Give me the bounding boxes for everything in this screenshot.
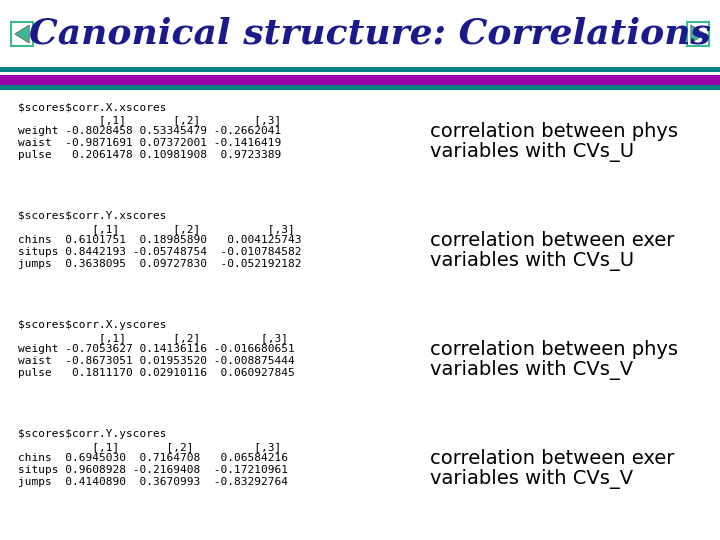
Bar bbox=[0, 85, 720, 90]
Text: [,1]       [,2]        [,3]: [,1] [,2] [,3] bbox=[18, 115, 282, 125]
Text: variables with CVs_V: variables with CVs_V bbox=[430, 360, 633, 380]
Text: variables with CVs_V: variables with CVs_V bbox=[430, 469, 633, 489]
Bar bbox=[0, 75, 720, 85]
Bar bbox=[0, 72, 720, 75]
Text: [,1]       [,2]         [,3]: [,1] [,2] [,3] bbox=[18, 333, 288, 343]
Text: Canonical structure: Correlations: Canonical structure: Correlations bbox=[29, 17, 711, 51]
Text: situps 0.8442193 -0.05748754  -0.010784582: situps 0.8442193 -0.05748754 -0.01078458… bbox=[18, 247, 302, 257]
Bar bbox=[0, 67, 720, 72]
Text: correlation between exer: correlation between exer bbox=[430, 449, 675, 468]
Text: chins  0.6945030  0.7164708   0.06584216: chins 0.6945030 0.7164708 0.06584216 bbox=[18, 453, 288, 463]
Text: chins  0.6101751  0.18985890   0.004125743: chins 0.6101751 0.18985890 0.004125743 bbox=[18, 235, 302, 245]
Text: situps 0.9608928 -0.2169408  -0.17210961: situps 0.9608928 -0.2169408 -0.17210961 bbox=[18, 465, 288, 475]
Text: \$scores\$corr.X.xscores: \$scores\$corr.X.xscores bbox=[18, 102, 166, 112]
Bar bbox=[0, 0, 720, 68]
Text: waist  -0.9871691 0.07372001 -0.1416419: waist -0.9871691 0.07372001 -0.1416419 bbox=[18, 138, 282, 148]
Text: \$scores\$corr.Y.yscores: \$scores\$corr.Y.yscores bbox=[18, 429, 166, 439]
Text: weight -0.8028458 0.53345479 -0.2662041: weight -0.8028458 0.53345479 -0.2662041 bbox=[18, 126, 282, 136]
Text: variables with CVs_U: variables with CVs_U bbox=[430, 142, 634, 162]
Text: waist  -0.8673051 0.01953520 -0.008875444: waist -0.8673051 0.01953520 -0.008875444 bbox=[18, 356, 294, 366]
Text: \$scores\$corr.Y.xscores: \$scores\$corr.Y.xscores bbox=[18, 211, 166, 221]
Text: pulse   0.2061478 0.10981908  0.9723389: pulse 0.2061478 0.10981908 0.9723389 bbox=[18, 150, 282, 160]
Text: correlation between phys: correlation between phys bbox=[430, 340, 678, 359]
Polygon shape bbox=[690, 25, 705, 43]
Text: pulse   0.1811170 0.02910116  0.060927845: pulse 0.1811170 0.02910116 0.060927845 bbox=[18, 368, 294, 378]
Text: weight -0.7053627 0.14136116 -0.016680651: weight -0.7053627 0.14136116 -0.01668065… bbox=[18, 344, 294, 354]
Text: correlation between exer: correlation between exer bbox=[430, 231, 675, 250]
Text: jumps  0.4140890  0.3670993  -0.83292764: jumps 0.4140890 0.3670993 -0.83292764 bbox=[18, 477, 288, 487]
Text: [,1]        [,2]          [,3]: [,1] [,2] [,3] bbox=[18, 224, 294, 234]
Text: \$scores\$corr.X.yscores: \$scores\$corr.X.yscores bbox=[18, 320, 166, 330]
Text: variables with CVs_U: variables with CVs_U bbox=[430, 251, 634, 271]
Text: correlation between phys: correlation between phys bbox=[430, 122, 678, 141]
Text: jumps  0.3638095  0.09727830  -0.052192182: jumps 0.3638095 0.09727830 -0.052192182 bbox=[18, 259, 302, 269]
Polygon shape bbox=[15, 25, 30, 43]
Text: [,1]       [,2]         [,3]: [,1] [,2] [,3] bbox=[18, 442, 282, 452]
